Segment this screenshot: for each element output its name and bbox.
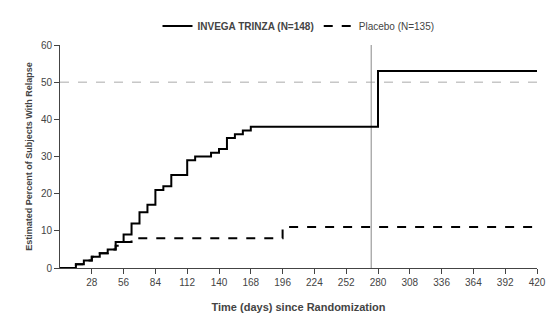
svg-text:252: 252 [338, 277, 355, 288]
svg-text:308: 308 [401, 277, 418, 288]
svg-text:112: 112 [179, 277, 195, 288]
svg-text:196: 196 [274, 277, 291, 288]
svg-text:INVEGA TRINZA (N=148): INVEGA TRINZA (N=148) [198, 21, 314, 32]
svg-text:60: 60 [41, 40, 53, 51]
svg-text:420: 420 [529, 277, 546, 288]
svg-text:Time (days) since Randomizatio: Time (days) since Randomization [211, 301, 385, 313]
svg-text:224: 224 [306, 277, 323, 288]
svg-text:40: 40 [41, 114, 53, 125]
svg-text:20: 20 [41, 188, 53, 199]
svg-text:280: 280 [370, 277, 387, 288]
svg-text:50: 50 [41, 77, 53, 88]
svg-text:336: 336 [433, 277, 450, 288]
svg-text:0: 0 [46, 263, 52, 274]
svg-text:56: 56 [118, 277, 130, 288]
svg-text:364: 364 [465, 277, 482, 288]
svg-text:28: 28 [86, 277, 98, 288]
svg-text:392: 392 [497, 277, 514, 288]
svg-text:Estimated Percent of Subjects: Estimated Percent of Subjects With Relap… [24, 62, 34, 250]
svg-text:30: 30 [41, 151, 53, 162]
svg-text:168: 168 [242, 277, 259, 288]
svg-text:140: 140 [211, 277, 228, 288]
svg-text:84: 84 [150, 277, 162, 288]
svg-text:10: 10 [41, 225, 53, 236]
svg-text:Placebo (N=135): Placebo (N=135) [359, 21, 434, 32]
